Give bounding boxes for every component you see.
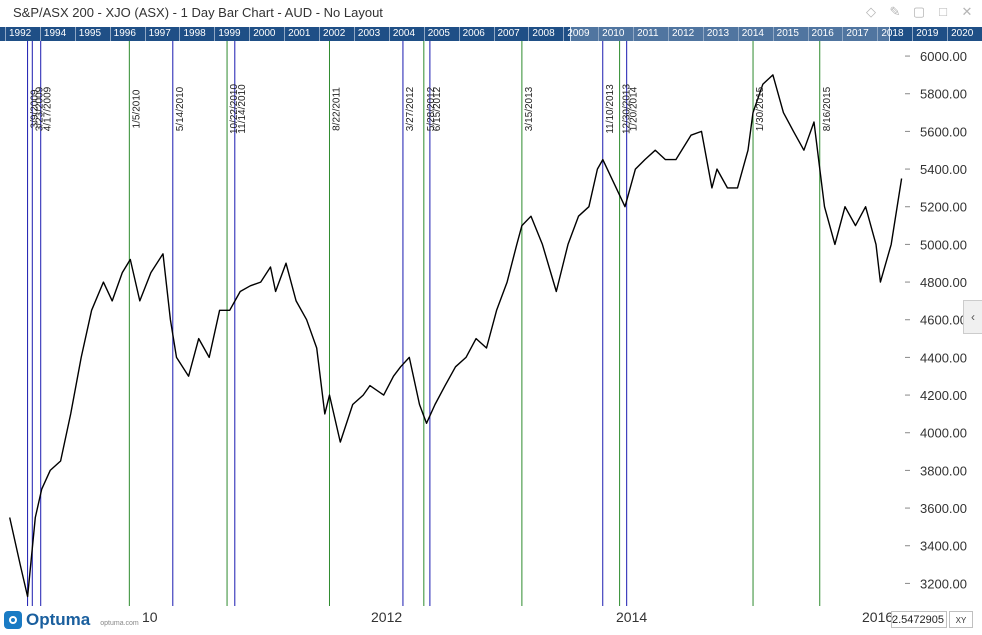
y-axis-tick-label: 3800.00 (920, 463, 967, 478)
bottom-bar: Optuma optuma.com 10 2012 2014 2016 2.54… (0, 606, 982, 635)
date-axis-label: 10 (142, 609, 158, 625)
overview-year-label[interactable]: 2020 (947, 27, 982, 41)
overview-year-label[interactable]: 2010 (598, 27, 633, 41)
event-marker-label: 1/20/2014 (629, 86, 640, 131)
overview-year-label[interactable]: 2009 (563, 27, 598, 41)
overview-year-label[interactable]: 2005 (423, 27, 459, 41)
event-marker-label: 3/15/2013 (524, 86, 535, 131)
window-title: S&P/ASX 200 - XJO (ASX) - 1 Day Bar Char… (13, 5, 383, 20)
optuma-logo-icon (4, 611, 22, 629)
event-marker-label: 1/30/2015 (755, 86, 766, 131)
overview-year-label[interactable]: 2017 (842, 27, 877, 41)
overview-year-label[interactable]: 1994 (39, 27, 75, 41)
overview-year-label[interactable]: 1997 (144, 27, 180, 41)
event-marker-label: 5/28/2012 (426, 86, 437, 131)
overview-year-label[interactable]: 2011 (633, 27, 668, 41)
event-marker-label: 3/27/2012 (405, 86, 416, 131)
date-axis-label: 2014 (616, 609, 648, 625)
event-marker-label: 8/22/2011 (331, 87, 342, 131)
y-axis-tick-label: 6000.00 (920, 49, 967, 64)
cursor-value-readout: 2.5472905 (891, 611, 947, 628)
price-series-line (9, 74, 903, 598)
overview-year-label[interactable]: 1998 (179, 27, 214, 41)
overview-year-label[interactable]: 2000 (249, 27, 284, 41)
overview-year-label[interactable]: 1995 (74, 27, 110, 41)
overview-selection-window[interactable] (570, 27, 890, 41)
overview-year-label[interactable]: 2006 (458, 27, 494, 41)
close-icon[interactable]: ✕ (961, 4, 973, 19)
event-marker-label: 3/23/2009 (34, 86, 45, 131)
overview-year-label[interactable]: 2019 (912, 27, 947, 41)
overview-timeline[interactable]: 1992 1994 1995 1996 1997 1998 1999 2000 2001 2002… (0, 27, 982, 41)
diamond-icon[interactable]: ◇ (866, 4, 876, 19)
date-axis-label: 2012 (371, 609, 403, 625)
date-axis-label: 2016 (862, 609, 894, 625)
event-marker-label: 1/5/2010 (131, 89, 142, 128)
y-axis-tick-label: 4200.00 (920, 388, 967, 403)
y-axis-tick-label: 4800.00 (920, 275, 967, 290)
overview-year-label[interactable]: 2013 (702, 27, 738, 41)
y-axis-tick-label: 5400.00 (920, 162, 967, 177)
overview-year-label[interactable]: 1996 (109, 27, 145, 41)
window-controls: ◇ ✎ ▢ □ ✕ (864, 4, 974, 20)
event-marker-label: 11/14/2010 (237, 84, 248, 134)
overview-year-label[interactable]: 2012 (667, 27, 703, 41)
event-marker-label: 6/15/2012 (432, 86, 443, 131)
y-axis-tick-label: 4000.00 (920, 426, 967, 441)
event-marker-label: 5/14/2010 (175, 86, 186, 131)
overview-year-label[interactable]: 1999 (214, 27, 249, 41)
logo-url: optuma.com (100, 619, 139, 627)
event-marker-label: 12/30/2013 (622, 84, 633, 134)
event-marker-label: 4/17/2009 (43, 86, 54, 131)
pin-icon[interactable]: ✎ (889, 4, 901, 19)
overview-year-label[interactable]: 2016 (807, 27, 843, 41)
y-axis-tick-label: 5000.00 (920, 237, 967, 252)
overview-year-label[interactable]: 2003 (353, 27, 389, 41)
maximize-icon[interactable]: □ (939, 4, 947, 19)
overview-year-label[interactable]: 1992 (5, 27, 40, 41)
y-axis-tick-label: 5200.00 (920, 200, 967, 215)
event-marker-label: 11/10/2013 (605, 84, 616, 134)
overview-year-label[interactable]: 2007 (493, 27, 529, 41)
event-marker-label: 10/22/2010 (229, 84, 240, 134)
optuma-logo: Optuma optuma.com (4, 610, 139, 630)
title-bar: S&P/ASX 200 - XJO (ASX) - 1 Day Bar Char… (0, 0, 982, 27)
event-marker-label: 3/9/2009 (30, 89, 41, 128)
y-axis-tick-label: 4400.00 (920, 350, 967, 365)
y-axis-tick-label: 4600.00 (920, 313, 967, 328)
overview-year-label[interactable]: 2018 (877, 27, 912, 41)
overview-year-label[interactable]: 2001 (284, 27, 319, 41)
overview-year-label[interactable]: 2004 (388, 27, 424, 41)
overview-year-label[interactable]: 2015 (772, 27, 808, 41)
copy-icon[interactable]: ▢ (912, 4, 926, 19)
overview-year-label[interactable]: 2014 (737, 27, 773, 41)
y-axis-tick-label: 3200.00 (920, 576, 967, 591)
xy-toggle-button[interactable]: XY (949, 611, 973, 628)
event-marker-label: 8/16/2015 (822, 86, 833, 131)
y-axis-tick-label: 5800.00 (920, 87, 967, 102)
collapse-panel-button[interactable]: ‹ (963, 300, 982, 334)
y-axis-tick-label: 5600.00 (920, 124, 967, 139)
overview-year-label[interactable]: 2008 (528, 27, 563, 41)
y-axis-tick-label: 3600.00 (920, 501, 967, 516)
y-axis-tick-label: 3400.00 (920, 539, 967, 554)
overview-year-label[interactable]: 2002 (319, 27, 354, 41)
logo-text: Optuma (26, 610, 91, 629)
